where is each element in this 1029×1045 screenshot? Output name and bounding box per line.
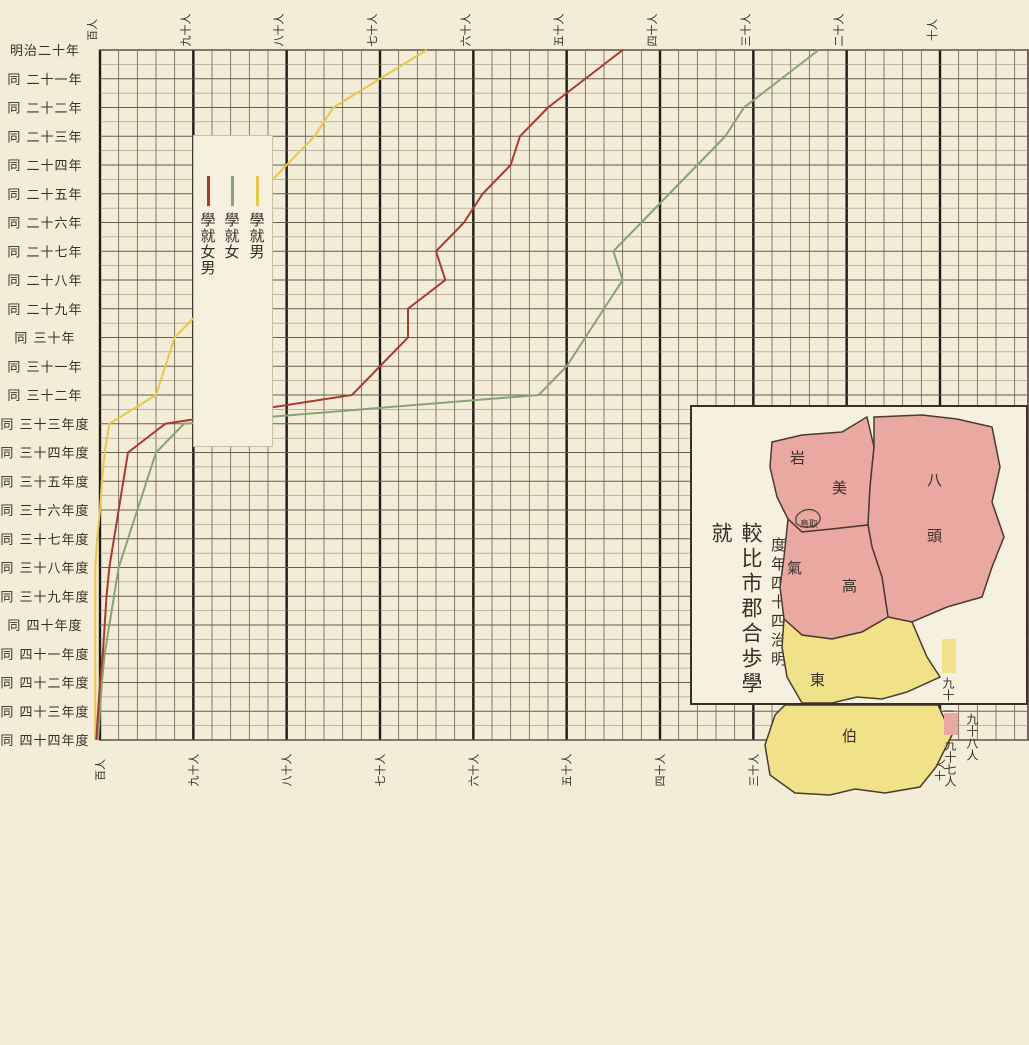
category-label: 同 三十三年度 <box>0 417 89 433</box>
series-line-1 <box>97 49 820 741</box>
tick-label-top: 八十人 <box>272 14 286 47</box>
tick-label-bottom: 三十人 <box>746 754 760 787</box>
region-tohaku <box>781 616 942 703</box>
category-label: 同 二十九年 <box>7 303 82 318</box>
series-line-0 <box>94 49 428 740</box>
region-yazu <box>867 414 1005 623</box>
map-key-label-98: 九十八人 <box>965 713 979 761</box>
map-key-label-97: 九十七人 <box>943 739 957 787</box>
legend-item-girls: 學就女 <box>221 176 243 426</box>
tick-label-bottom: 四十人 <box>653 754 667 787</box>
tick-label-top: 十人 <box>925 19 939 41</box>
tick-label-bottom: 八十人 <box>280 754 294 787</box>
category-label: 同 四十二年度 <box>0 676 89 692</box>
tick-label-top: 百人 <box>86 19 99 41</box>
category-label: 同 三十六年度 <box>0 503 89 519</box>
category-label: 同 二十二年 <box>7 102 82 117</box>
category-label: 同 二十八年 <box>7 274 82 289</box>
category-label: 同 四十年度 <box>7 618 82 634</box>
legend-label-girls: 學就女 <box>222 212 241 260</box>
category-label: 同 三十一年 <box>7 360 82 375</box>
category-label: 同 二十七年 <box>7 245 82 260</box>
category-label: 同 三十五年度 <box>0 474 89 490</box>
map-lower-drawing <box>764 705 953 796</box>
category-label: 同 三十四年度 <box>0 446 89 462</box>
map-drawing <box>769 414 1005 703</box>
map-lower-area: 伯 九十七人 九十八人 <box>690 705 1028 805</box>
map-key-98: 九十八人 <box>964 713 981 761</box>
series-line-2 <box>95 49 624 741</box>
tick-label-top: 九十人 <box>178 14 192 47</box>
tick-label-bottom: 七十人 <box>373 754 387 787</box>
region-label-yazu-a: 八 <box>927 471 943 489</box>
region-label-iwami-a: 岩 <box>790 449 806 467</box>
category-label: 同 三十年 <box>14 332 75 347</box>
tick-label-bottom: 六十人 <box>466 754 480 787</box>
tick-label-bottom: 百人 <box>94 759 107 781</box>
region-iwami <box>769 415 875 533</box>
legend-swatch-boys <box>255 176 259 206</box>
prefecture-map-inset: 較比市郡合歩學就 度年四十四治明 岩 美 八 頭 氣 高 東 鳥取 九十二人 <box>690 405 1028 725</box>
tick-label-top: 六十人 <box>458 14 472 47</box>
legend-label-boys: 學就男 <box>247 212 266 260</box>
category-label: 同 二十三年 <box>7 130 82 145</box>
category-label: 同 三十七年度 <box>0 532 89 548</box>
tottori-city-marker <box>795 508 821 528</box>
region-label-tohaku-b: 伯 <box>842 727 858 745</box>
region-label-tohaku-a: 東 <box>810 671 826 689</box>
map-key-swatch-92 <box>941 639 956 673</box>
category-label: 同 四十三年度 <box>0 704 89 720</box>
tick-label-bottom: 五十人 <box>560 754 574 787</box>
category-label: 同 四十一年度 <box>0 647 89 663</box>
category-label: 同 二十一年 <box>7 73 82 88</box>
chart-legend: 學就男 學就女 學就女男 <box>193 135 273 447</box>
region-label-ketaka-a: 氣 <box>787 559 803 577</box>
category-label: 同 三十二年 <box>7 389 82 404</box>
map-label-tottori: 鳥取 <box>800 520 819 530</box>
tick-label-top: 三十人 <box>738 14 752 47</box>
legend-item-total: 學就女男 <box>197 176 219 426</box>
category-label: 同 二十四年 <box>7 159 82 174</box>
category-label: 同 二十六年 <box>7 217 82 232</box>
region-label-yazu-b: 頭 <box>927 527 943 545</box>
category-label: 同 三十八年度 <box>0 561 89 577</box>
legend-swatch-girls <box>230 176 234 206</box>
region-label-ketaka-b: 高 <box>842 577 858 595</box>
legend-item-boys: 學就男 <box>246 176 268 426</box>
category-label: 同 四十四年度 <box>0 733 89 749</box>
tick-label-bottom: 九十人 <box>186 754 200 787</box>
legend-swatch-total <box>206 176 210 206</box>
region-tohaku-lower <box>764 705 953 796</box>
category-label: 明治二十年 <box>10 44 80 59</box>
tick-label-top: 七十人 <box>365 14 379 47</box>
category-label: 同 二十五年 <box>7 188 82 203</box>
tick-label-top: 四十人 <box>645 14 659 47</box>
map-key-swatch-97 <box>943 713 958 735</box>
legend-label-total: 學就女男 <box>198 212 217 276</box>
map-key-97: 九十七人 <box>942 713 959 787</box>
map-title: 較比市郡合歩學就 <box>709 522 763 697</box>
tick-label-top: 二十人 <box>832 14 846 47</box>
tick-label-top: 五十人 <box>552 14 566 47</box>
category-label: 同 三十九年度 <box>0 589 89 605</box>
region-label-iwami-b: 美 <box>832 479 848 497</box>
